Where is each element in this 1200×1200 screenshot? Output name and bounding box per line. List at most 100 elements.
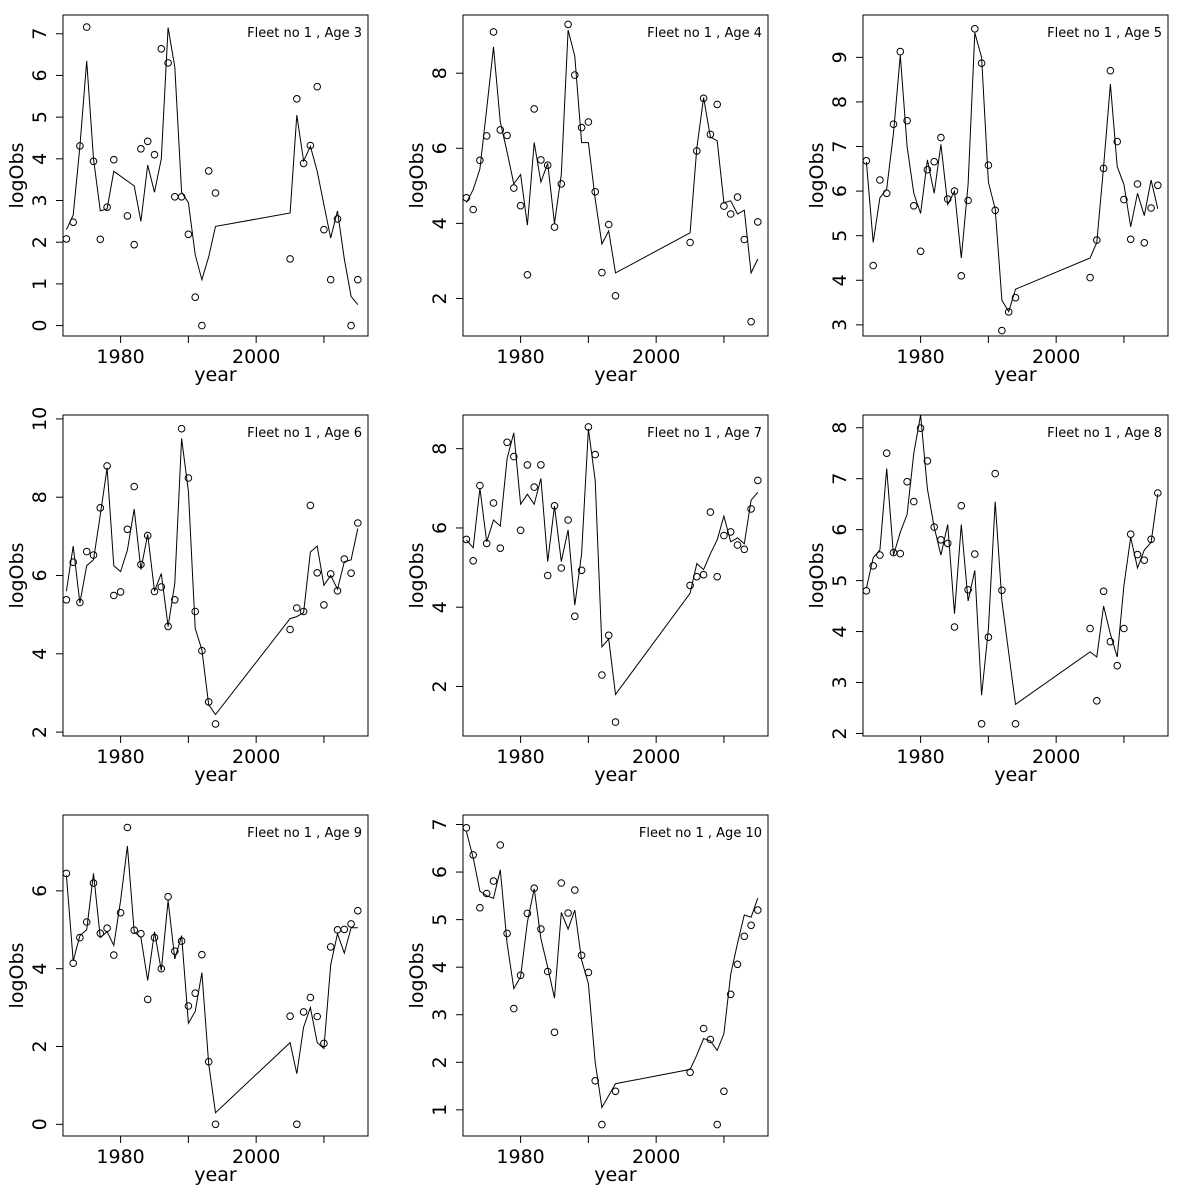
y-axis-label: logObs [6, 943, 28, 1009]
y-tick-label: 5 [829, 575, 851, 587]
observation-point [543, 967, 552, 976]
observation-point [89, 157, 98, 166]
observation-point [191, 989, 199, 998]
observation-point [686, 238, 694, 247]
observation-point [123, 212, 132, 220]
observation-point [516, 526, 525, 535]
observation-point [896, 47, 905, 56]
y-tick-label: 5 [429, 914, 451, 926]
observation-point [157, 964, 166, 973]
observation-point [1133, 180, 1142, 188]
observation-point [1154, 181, 1162, 190]
observation-point [1140, 239, 1149, 247]
observation-point [177, 193, 186, 201]
observation-point [191, 607, 199, 616]
y-tick-label: 6 [29, 69, 51, 81]
observation-point [503, 438, 511, 447]
observation-point [313, 569, 322, 577]
observation-point [313, 82, 322, 91]
observation-point [347, 321, 355, 330]
observation-point [971, 25, 979, 33]
observation-point [496, 841, 505, 849]
observation-point [1106, 637, 1115, 646]
observation-point [326, 275, 335, 284]
fitted-line [65, 27, 359, 306]
observation-point [916, 247, 925, 256]
observation-point [971, 550, 979, 558]
observation-point [469, 557, 478, 565]
plot-frame [862, 14, 1169, 337]
observation-point [950, 623, 959, 631]
y-tick-label: 1 [29, 278, 51, 290]
observation-point [306, 501, 315, 510]
observation-point [1086, 273, 1094, 282]
observation-point [164, 59, 172, 67]
observation-point [354, 519, 362, 527]
plot-frame [462, 414, 769, 737]
y-tick-label: 4 [429, 601, 451, 613]
x-tick-label: 2000 [632, 1146, 680, 1168]
observation-point [510, 184, 518, 192]
observation-point [1099, 587, 1108, 596]
observation-point [977, 720, 986, 728]
observation-point [62, 596, 71, 604]
observation-point [726, 528, 735, 536]
panel-title: Fleet no 1 , Age 6 [247, 426, 362, 441]
observation-point [699, 1024, 708, 1033]
x-tick-label: 2000 [1032, 746, 1080, 768]
observation-point [137, 145, 145, 153]
fitted-line [65, 846, 358, 1114]
observation-point [720, 531, 728, 540]
observation-point [510, 1004, 518, 1013]
observation-point [591, 188, 600, 196]
observation-point [537, 461, 545, 469]
observation-point [116, 588, 125, 596]
observation-point [150, 587, 159, 596]
observation-point [130, 926, 138, 935]
fitted-line [466, 428, 759, 696]
observation-point [699, 570, 708, 579]
observation-point [150, 150, 159, 159]
observation-point [184, 1002, 193, 1010]
observation-point [930, 157, 939, 166]
observation-point [577, 123, 586, 132]
observation-point [476, 156, 484, 165]
observation-point [326, 943, 335, 951]
observation-point [984, 633, 993, 642]
observation-point [286, 625, 294, 634]
observation-point [537, 925, 545, 933]
y-tick-label: 4 [29, 963, 51, 975]
observation-point [740, 932, 749, 941]
observation-point [184, 474, 193, 482]
observation-point [164, 892, 172, 901]
y-tick-label: 4 [429, 961, 451, 973]
observation-point [177, 424, 186, 433]
observation-point [76, 142, 84, 150]
y-tick-label: 8 [29, 491, 51, 503]
observation-point [1133, 550, 1142, 559]
y-tick-label: 8 [829, 422, 851, 434]
observation-point [299, 607, 308, 616]
observation-point [577, 566, 586, 575]
observation-point [937, 536, 945, 544]
y-tick-label: 7 [429, 818, 451, 830]
observation-point [476, 903, 484, 912]
observation-point [713, 572, 722, 581]
observation-point [930, 523, 939, 531]
observation-point [333, 587, 342, 595]
observation-point [754, 906, 762, 914]
chart-panel-5: 1980 2000 2 4 6 8 year logObs Fleet no 1 , Age 7 [406, 414, 769, 786]
observation-point [1113, 137, 1121, 146]
observation-point [198, 950, 206, 959]
y-tick-label: 10 [29, 407, 51, 431]
x-tick-label: 2000 [232, 746, 280, 768]
observation-point [293, 604, 301, 612]
y-tick-label: 6 [29, 569, 51, 581]
observation-point [923, 457, 932, 465]
observation-point [157, 583, 166, 591]
x-tick-label: 1980 [96, 1146, 144, 1168]
observation-point [923, 165, 932, 174]
observation-point [347, 569, 355, 578]
plot-frame [862, 414, 1169, 737]
